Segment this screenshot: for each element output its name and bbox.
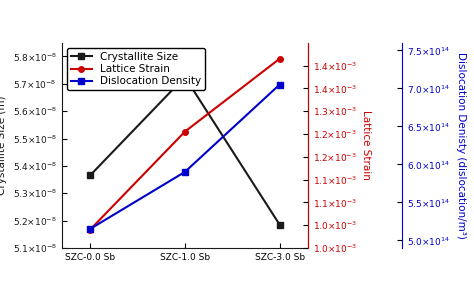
Y-axis label: Lattice Strain: Lattice Strain — [361, 110, 371, 180]
Y-axis label: Dislocation Denisty (dislocation/m³): Dislocation Denisty (dislocation/m³) — [456, 52, 466, 239]
Y-axis label: Crystallite Size (m): Crystallite Size (m) — [0, 95, 7, 195]
Legend: Crystallite Size, Lattice Strain, Dislocation Density: Crystallite Size, Lattice Strain, Disloc… — [67, 48, 205, 90]
